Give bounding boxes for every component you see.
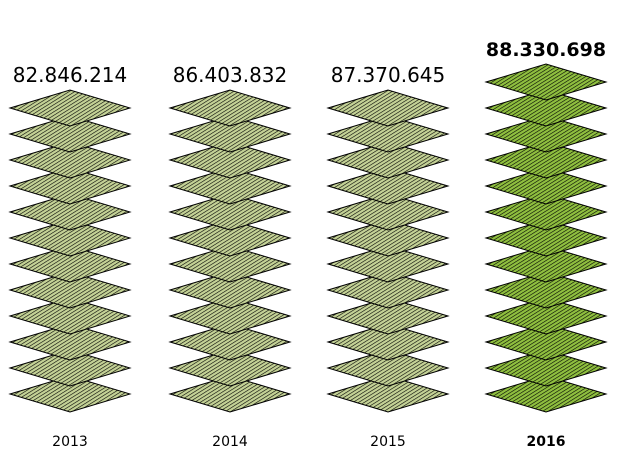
- bar-2014-layer: [168, 349, 292, 387]
- bar-2016-layer: [484, 323, 608, 361]
- bar-2015-layer: [326, 89, 450, 127]
- bar-2015-layer: [326, 193, 450, 231]
- bar-2014-layer: [168, 193, 292, 231]
- bar-2013-layer: [8, 323, 132, 361]
- bar-2016-layer: [484, 349, 608, 387]
- bar-2014-layer: [168, 89, 292, 127]
- bar-2016: [484, 63, 608, 413]
- bar-2015-layer: [326, 115, 450, 153]
- bar-2015-layer: [326, 349, 450, 387]
- bar-2013-layer: [8, 193, 132, 231]
- bar-2014-layer: [168, 375, 292, 413]
- bar-2013-layer: [8, 245, 132, 283]
- bar-2013-layer: [8, 271, 132, 309]
- value-label-2015: 87.370.645: [331, 63, 446, 87]
- bar-2015-layer: [326, 141, 450, 179]
- value-label-2013: 82.846.214: [13, 63, 128, 87]
- bar-2014-layer: [168, 271, 292, 309]
- bar-2016-layer: [484, 375, 608, 413]
- value-label-2016: 88.330.698: [486, 39, 606, 61]
- category-label-2016: 2016: [527, 434, 566, 450]
- category-label-2013: 2013: [52, 434, 88, 450]
- bar-2013-layer: [8, 141, 132, 179]
- bar-2013-layer: [8, 349, 132, 387]
- bar-2016-layer: [484, 193, 608, 231]
- bar-2016-layer: [484, 297, 608, 335]
- bar-2015: [326, 89, 450, 413]
- bar-2016-layer: [484, 115, 608, 153]
- bar-2013-layer: [8, 115, 132, 153]
- bar-2015-layer: [326, 323, 450, 361]
- bar-2013-layer: [8, 219, 132, 257]
- chart-labels: 82.846.214 2013 86.403.832 2014 87.370.645 20…: [13, 39, 606, 450]
- bar-2016-layer: [484, 271, 608, 309]
- bar-2014-layer: [168, 115, 292, 153]
- bar-2016-layer: [484, 167, 608, 205]
- bar-2015-layer: [326, 245, 450, 283]
- bar-2014-layer: [168, 167, 292, 205]
- bar-2016-layer: [484, 219, 608, 257]
- bar-2013-layer: [8, 89, 132, 127]
- bar-2013-layer: [8, 167, 132, 205]
- bar-2016-layer: [484, 89, 608, 127]
- bar-2013: [8, 89, 132, 413]
- bar-2014-layer: [168, 245, 292, 283]
- bar-2015-layer: [326, 271, 450, 309]
- pictogram-stacks: [8, 63, 608, 413]
- bar-2016-layer: [484, 63, 608, 101]
- bar-2014-layer: [168, 141, 292, 179]
- bar-2014: [168, 89, 292, 413]
- category-label-2014: 2014: [212, 434, 248, 450]
- bar-2013-layer: [8, 297, 132, 335]
- bar-2014-layer: [168, 297, 292, 335]
- bar-2015-layer: [326, 167, 450, 205]
- value-label-2014: 86.403.832: [173, 63, 288, 87]
- bar-2016-layer: [484, 245, 608, 283]
- bar-2015-layer: [326, 375, 450, 413]
- bar-2014-layer: [168, 219, 292, 257]
- bar-2015-layer: [326, 297, 450, 335]
- category-label-2015: 2015: [370, 434, 406, 450]
- bar-2016-layer: [484, 141, 608, 179]
- bar-2013-layer: [8, 375, 132, 413]
- bar-2015-layer: [326, 219, 450, 257]
- bar-2014-layer: [168, 323, 292, 361]
